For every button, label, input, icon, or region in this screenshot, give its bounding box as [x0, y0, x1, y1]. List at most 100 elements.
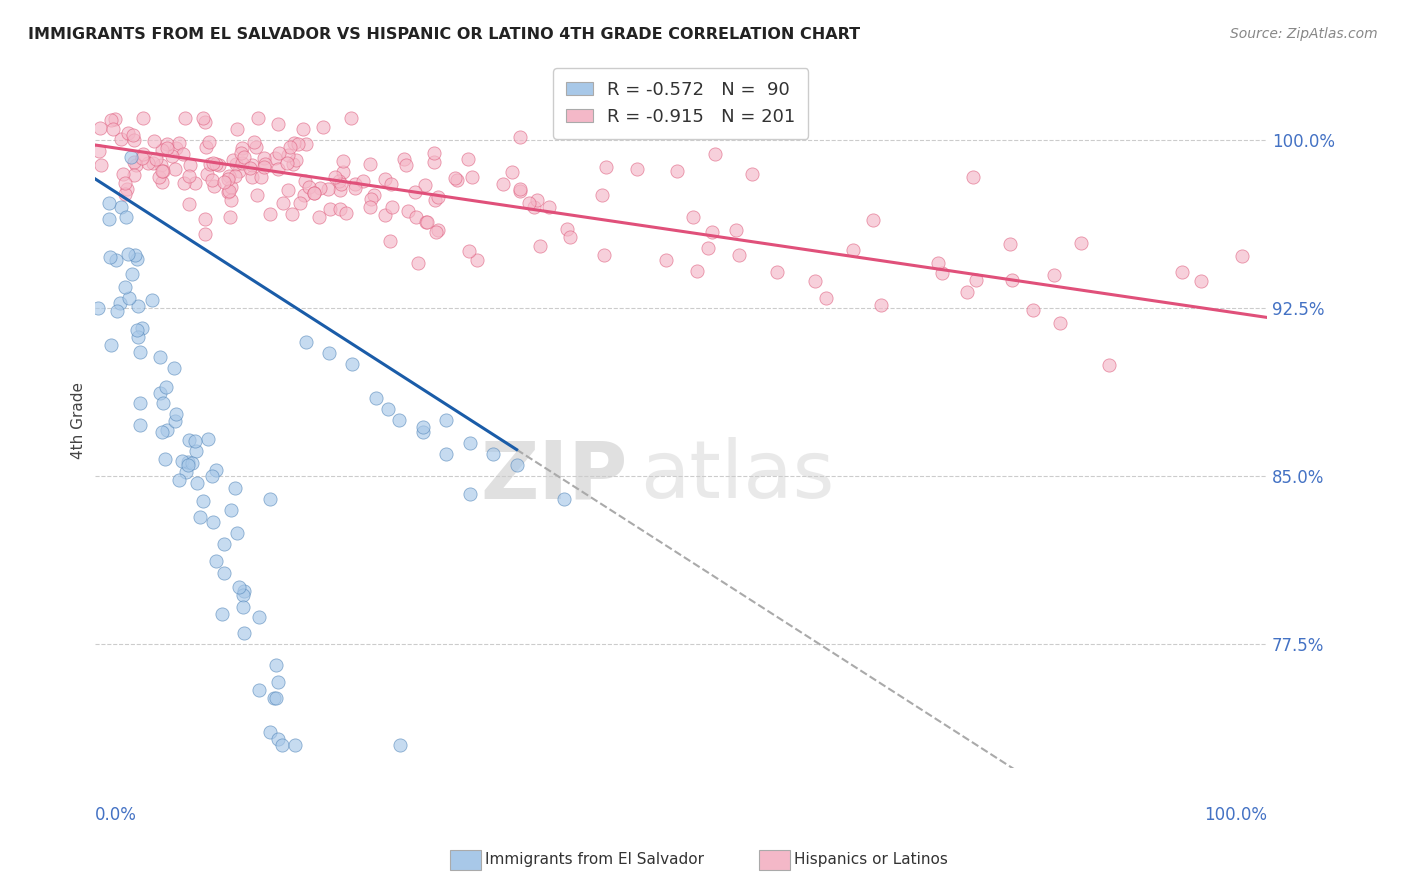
Y-axis label: 4th Grade: 4th Grade [72, 382, 86, 459]
Point [165, 162, 187, 177]
Point [271, 196, 294, 211]
Point [388, 413, 411, 427]
Point [148, 170, 170, 185]
Point [195, 140, 218, 154]
Point [162, 149, 184, 163]
Point [125, 252, 148, 266]
Point [342, 358, 364, 372]
Point [458, 244, 481, 259]
Point [377, 402, 399, 417]
Point [359, 200, 381, 214]
Point [131, 151, 153, 165]
Point [1230, 249, 1253, 263]
Point [270, 739, 292, 753]
Point [278, 140, 301, 154]
Point [396, 204, 419, 219]
Point [1000, 236, 1022, 251]
Point [344, 177, 367, 191]
Point [266, 162, 288, 177]
Point [150, 175, 173, 189]
Point [266, 657, 288, 672]
Point [704, 146, 727, 161]
Point [374, 208, 396, 222]
Point [117, 247, 139, 261]
Point [201, 469, 224, 483]
Point [246, 188, 269, 202]
Point [425, 225, 447, 239]
Point [152, 396, 174, 410]
Point [202, 179, 225, 194]
Point [177, 433, 200, 447]
Point [224, 169, 246, 183]
Point [332, 153, 354, 168]
Point [281, 207, 304, 221]
Point [491, 178, 513, 192]
Point [1043, 268, 1066, 282]
Point [120, 150, 142, 164]
Point [193, 211, 215, 226]
Point [247, 610, 270, 624]
Point [415, 178, 437, 193]
Point [165, 141, 187, 155]
Point [184, 176, 207, 190]
Point [153, 451, 176, 466]
Point [434, 447, 457, 461]
Point [115, 182, 138, 196]
Point [87, 145, 110, 159]
Point [87, 301, 110, 315]
Point [131, 320, 153, 334]
Point [482, 447, 505, 461]
Point [1070, 236, 1092, 251]
Point [127, 299, 149, 313]
Point [294, 188, 316, 202]
Point [188, 510, 211, 524]
Point [697, 241, 720, 255]
Point [204, 554, 226, 568]
Point [803, 274, 825, 288]
Point [211, 607, 233, 622]
Point [1098, 359, 1121, 373]
Point [962, 169, 984, 184]
Point [173, 177, 195, 191]
Point [183, 434, 205, 448]
Point [225, 157, 247, 171]
Point [412, 425, 434, 439]
Point [505, 458, 527, 473]
Point [323, 169, 346, 184]
Point [208, 159, 231, 173]
Point [122, 128, 145, 143]
Point [117, 126, 139, 140]
Point [276, 156, 298, 170]
Point [195, 167, 218, 181]
Point [741, 167, 763, 181]
Point [359, 157, 381, 171]
Point [253, 151, 276, 165]
Point [259, 491, 281, 506]
Point [329, 202, 352, 217]
Point [181, 456, 204, 470]
Point [405, 210, 427, 224]
Point [118, 291, 141, 305]
Point [231, 156, 253, 170]
Point [105, 253, 128, 268]
Point [457, 152, 479, 166]
Point [404, 186, 426, 200]
Point [165, 408, 187, 422]
Point [228, 580, 250, 594]
Point [352, 174, 374, 188]
Point [416, 214, 439, 228]
Point [965, 273, 987, 287]
Point [219, 194, 242, 208]
Point [101, 122, 124, 136]
Point [380, 235, 402, 249]
Point [328, 174, 350, 188]
Point [232, 599, 254, 614]
Point [434, 413, 457, 427]
Point [193, 115, 215, 129]
Point [110, 295, 132, 310]
Point [163, 360, 186, 375]
Point [363, 188, 385, 202]
Point [862, 212, 884, 227]
Point [281, 157, 304, 171]
Point [254, 157, 277, 171]
